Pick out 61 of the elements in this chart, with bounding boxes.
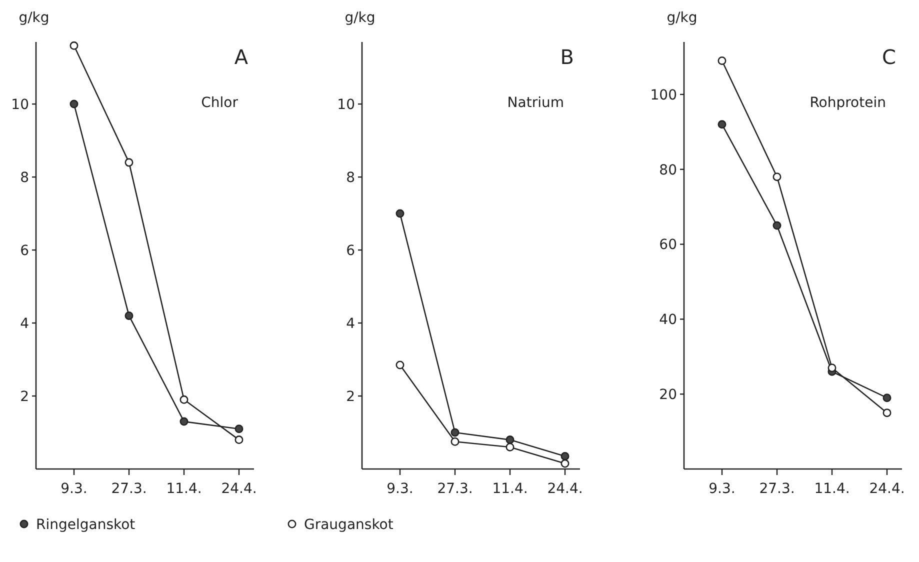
point [396,209,404,218]
point [180,395,188,404]
legend-label: Grauganskot [304,516,394,533]
x-tick-label: 9.3. [60,481,88,497]
chart-title: B [560,45,574,69]
chart-title: C [882,45,896,69]
x-tick-label: 27.3. [759,481,795,497]
point [718,56,726,65]
point [718,120,726,129]
text: Chlor [201,95,238,111]
point [450,437,460,446]
point [234,424,244,434]
y-tick-label: 6 [346,242,356,259]
y-tick-label: 10 [337,96,355,113]
point [506,442,514,452]
point [70,100,78,108]
legend-label: Ringelganskot [36,516,136,533]
point [180,417,188,426]
y-tick-label: 20 [659,386,677,403]
x-tick-label: 11.4. [166,481,202,497]
x-tick-label: 24.4. [221,481,257,497]
y-axis-title: g/kg [18,10,50,26]
y-tick-label: 6 [20,242,30,259]
y-tick-label: 8 [346,170,355,186]
point [450,428,460,437]
x-tick-label: 24.4. [869,481,905,497]
point [234,436,244,444]
x-tick-label: 24.4. [547,481,583,497]
point [560,459,570,468]
y-axis-title: g/kg [666,10,698,26]
text: Natrium [507,95,564,111]
x-tick-label: 11.4. [814,481,850,497]
point [506,436,514,444]
y-tick-label: 2 [346,388,355,405]
x-tick-label: 27.3. [437,481,473,497]
y-tick-label: 2 [20,388,29,405]
point [124,158,134,167]
point [70,41,78,50]
x-tick-label: 9.3. [386,481,414,497]
y-tick-label: 4 [20,316,30,332]
point [772,172,782,182]
y-tick-label: 8 [20,170,29,186]
y-tick-label: 40 [659,312,677,328]
point [772,221,782,230]
y-tick-label: 60 [659,237,677,254]
point [828,364,836,372]
y-tick-label: 80 [659,162,677,178]
y-tick-label: 4 [346,316,356,332]
y-axis-title: g/kg [344,10,376,26]
point [882,394,892,402]
y-tick-label: 100 [650,87,677,104]
x-tick-label: 9.3. [708,481,736,497]
text: Rohprotein [810,95,886,111]
x-tick-label: 27.3. [111,481,147,497]
y-tick-label: 10 [11,96,29,113]
chart-title: A [234,45,248,69]
point [560,452,570,460]
x-tick-label: 11.4. [492,481,528,497]
point [396,360,404,370]
point [882,408,892,418]
point [124,311,134,320]
